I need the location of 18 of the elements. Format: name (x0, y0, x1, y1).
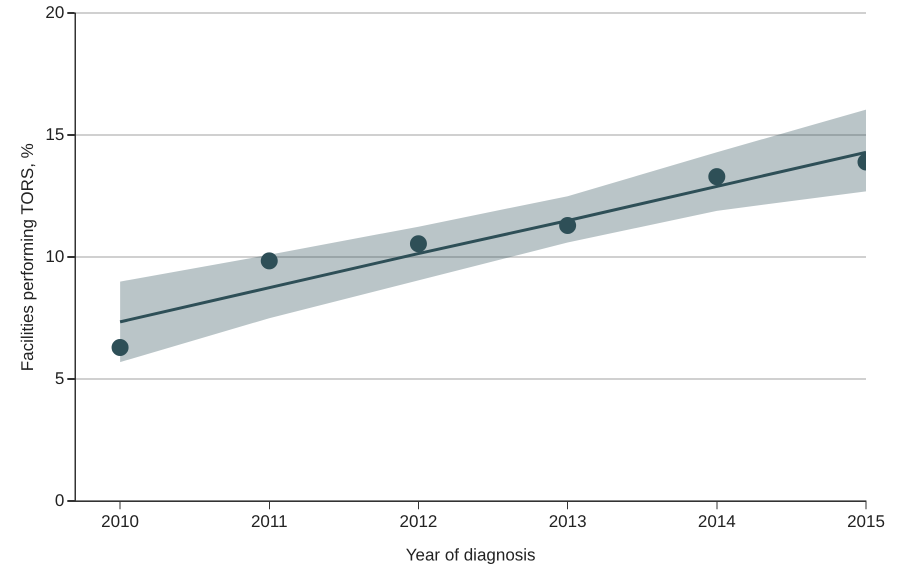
y-tick-label: 5 (54, 368, 64, 388)
x-tick-label: 2014 (698, 512, 736, 532)
x-tick-label: 2012 (400, 512, 438, 532)
point (410, 235, 427, 252)
point (260, 252, 278, 270)
point (112, 338, 129, 356)
x-axis-title: Year of diagnosis (406, 545, 536, 564)
y-tick-label: 20 (45, 2, 64, 22)
point (559, 216, 576, 234)
point (708, 168, 726, 186)
y-tick-label: 10 (45, 246, 64, 266)
y-axis-title: Facilities performing TORS, % (18, 143, 37, 372)
x-tick-label: 2010 (101, 512, 139, 532)
y-tick-label: 0 (54, 490, 64, 510)
y-tick-label: 15 (45, 124, 64, 144)
x-tick-label: 2011 (250, 512, 288, 532)
x-tick-label: 2015 (847, 512, 885, 532)
x-tick-label: 2013 (548, 512, 587, 532)
